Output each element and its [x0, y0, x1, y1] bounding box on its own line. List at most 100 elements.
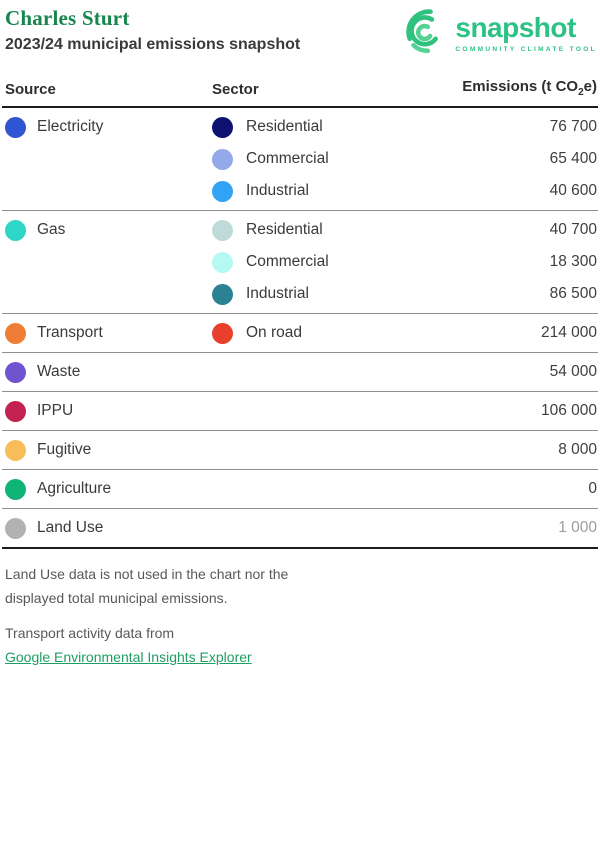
- source-label: Gas: [37, 221, 66, 238]
- brand-name: snapshot: [455, 12, 576, 43]
- sector-dot: [212, 116, 233, 138]
- source-group-land-use: Land Use 1 000: [2, 508, 598, 547]
- sector-label: Commercial: [246, 150, 329, 167]
- source-label: Land Use: [37, 519, 104, 536]
- table-row: Fugitive 8 000: [2, 434, 598, 466]
- source-group-electricity: Electricity Residential 76 700 Commercia…: [2, 108, 598, 210]
- source-group-transport: Transport On road 214 000: [2, 313, 598, 352]
- source-cell: Electricity: [5, 116, 212, 138]
- source-group-ippu: IPPU 106 000: [2, 391, 598, 430]
- sector-dot: [212, 283, 233, 305]
- sector-cell: Residential: [212, 116, 550, 138]
- emissions-value: 1 000: [558, 519, 597, 536]
- titles: Charles Sturt 2023/24 municipal emission…: [5, 6, 300, 54]
- column-header-sector: Sector: [212, 81, 259, 98]
- page: Charles Sturt 2023/24 municipal emission…: [2, 6, 598, 669]
- sector-cell: Industrial: [212, 180, 550, 202]
- table-row: Gas Residential 40 700: [2, 214, 598, 246]
- source-cell: Agriculture: [5, 478, 212, 500]
- emissions-value: 106 000: [540, 402, 597, 419]
- source-dot: [5, 517, 26, 539]
- source-cell: IPPU: [5, 400, 212, 422]
- table-row: Waste 54 000: [2, 356, 598, 388]
- footnotes: Land Use data is not used in the chart n…: [2, 562, 598, 669]
- column-header-source: Source: [5, 81, 56, 98]
- source-cell: Transport: [5, 322, 212, 344]
- source-label: Transport: [37, 324, 103, 341]
- emissions-header-subscript: 2: [578, 87, 584, 98]
- logo-text: snapshot COMMUNITY CLIMATE TOOL: [455, 12, 597, 54]
- source-cell: Gas: [5, 219, 212, 241]
- emissions-header-text: Emissions (t CO: [462, 78, 579, 95]
- table-row: IPPU 106 000: [2, 395, 598, 427]
- source-cell: Waste: [5, 361, 212, 383]
- sector-label: Residential: [246, 221, 323, 238]
- emissions-value: 8 000: [558, 441, 597, 458]
- emissions-value: 76 700: [549, 118, 597, 135]
- emissions-header-suffix: e): [583, 78, 597, 95]
- emissions-value: 214 000: [540, 324, 597, 341]
- sector-label: Commercial: [246, 253, 329, 270]
- sector-dot: [212, 251, 233, 273]
- source-label: IPPU: [37, 402, 74, 419]
- emissions-table: Source Sector Emissions (t CO2e) Electri…: [2, 78, 598, 549]
- table-row: Agriculture 0: [2, 473, 598, 505]
- source-group-waste: Waste 54 000: [2, 352, 598, 391]
- source-dot: [5, 439, 26, 461]
- source-label: Electricity: [37, 118, 104, 135]
- snapshot-logo: snapshot COMMUNITY CLIMATE TOOL: [402, 8, 597, 59]
- sector-cell: Industrial: [212, 283, 550, 305]
- source-cell: Land Use: [5, 517, 212, 539]
- source-cell: Fugitive: [5, 439, 212, 461]
- sector-label: On road: [246, 324, 303, 341]
- sector-dot: [212, 322, 233, 344]
- source-group-gas: Gas Residential 40 700 Commercial 18 300: [2, 210, 598, 313]
- snapshot-logo-icon: [402, 8, 448, 59]
- source-dot: [5, 219, 26, 241]
- source-group-agriculture: Agriculture 0: [2, 469, 598, 508]
- emissions-value: 65 400: [549, 150, 597, 167]
- table-row: Industrial 86 500: [2, 278, 598, 310]
- sector-cell: Residential: [212, 219, 550, 241]
- emissions-value: 18 300: [549, 253, 597, 270]
- google-insights-link[interactable]: Google Environmental Insights Explorer: [5, 649, 252, 665]
- sector-label: Residential: [246, 118, 323, 135]
- sector-dot: [212, 180, 233, 202]
- land-use-note-line1: Land Use data is not used in the chart n…: [5, 566, 289, 582]
- transport-note-text: Transport activity data from: [5, 625, 175, 641]
- land-use-note-line2: displayed total municipal emissions.: [5, 590, 228, 606]
- table-row: Commercial 65 400: [2, 143, 598, 175]
- column-header-emissions: Emissions (t CO2e): [462, 78, 597, 98]
- transport-note: Transport activity data from Google Envi…: [5, 621, 598, 669]
- land-use-note: Land Use data is not used in the chart n…: [5, 562, 598, 610]
- sector-cell: Commercial: [212, 148, 550, 170]
- sector-label: Industrial: [246, 182, 309, 199]
- source-label: Fugitive: [37, 441, 92, 458]
- emissions-value: 86 500: [549, 285, 597, 302]
- emissions-value: 54 000: [549, 363, 597, 380]
- table-header: Source Sector Emissions (t CO2e): [2, 78, 598, 108]
- emissions-value: 40 600: [549, 182, 597, 199]
- source-dot: [5, 361, 26, 383]
- page-title: 2023/24 municipal emissions snapshot: [5, 36, 301, 54]
- source-label: Waste: [37, 363, 81, 380]
- table-row: Electricity Residential 76 700: [2, 111, 598, 143]
- header: Charles Sturt 2023/24 municipal emission…: [2, 6, 598, 59]
- sector-dot: [212, 219, 233, 241]
- council-name: Charles Sturt: [5, 6, 130, 30]
- sector-cell: On road: [212, 322, 541, 344]
- sector-label: Industrial: [246, 285, 309, 302]
- source-dot: [5, 478, 26, 500]
- table-row: Industrial 40 600: [2, 175, 598, 207]
- table-row: Commercial 18 300: [2, 246, 598, 278]
- source-dot: [5, 116, 26, 138]
- table-row: Land Use 1 000: [2, 512, 598, 544]
- sector-dot: [212, 148, 233, 170]
- emissions-value: 0: [588, 480, 597, 497]
- table-row: Transport On road 214 000: [2, 317, 598, 349]
- sector-cell: Commercial: [212, 251, 550, 273]
- emissions-value: 40 700: [549, 221, 597, 238]
- source-dot: [5, 400, 26, 422]
- source-label: Agriculture: [37, 480, 112, 497]
- source-dot: [5, 322, 26, 344]
